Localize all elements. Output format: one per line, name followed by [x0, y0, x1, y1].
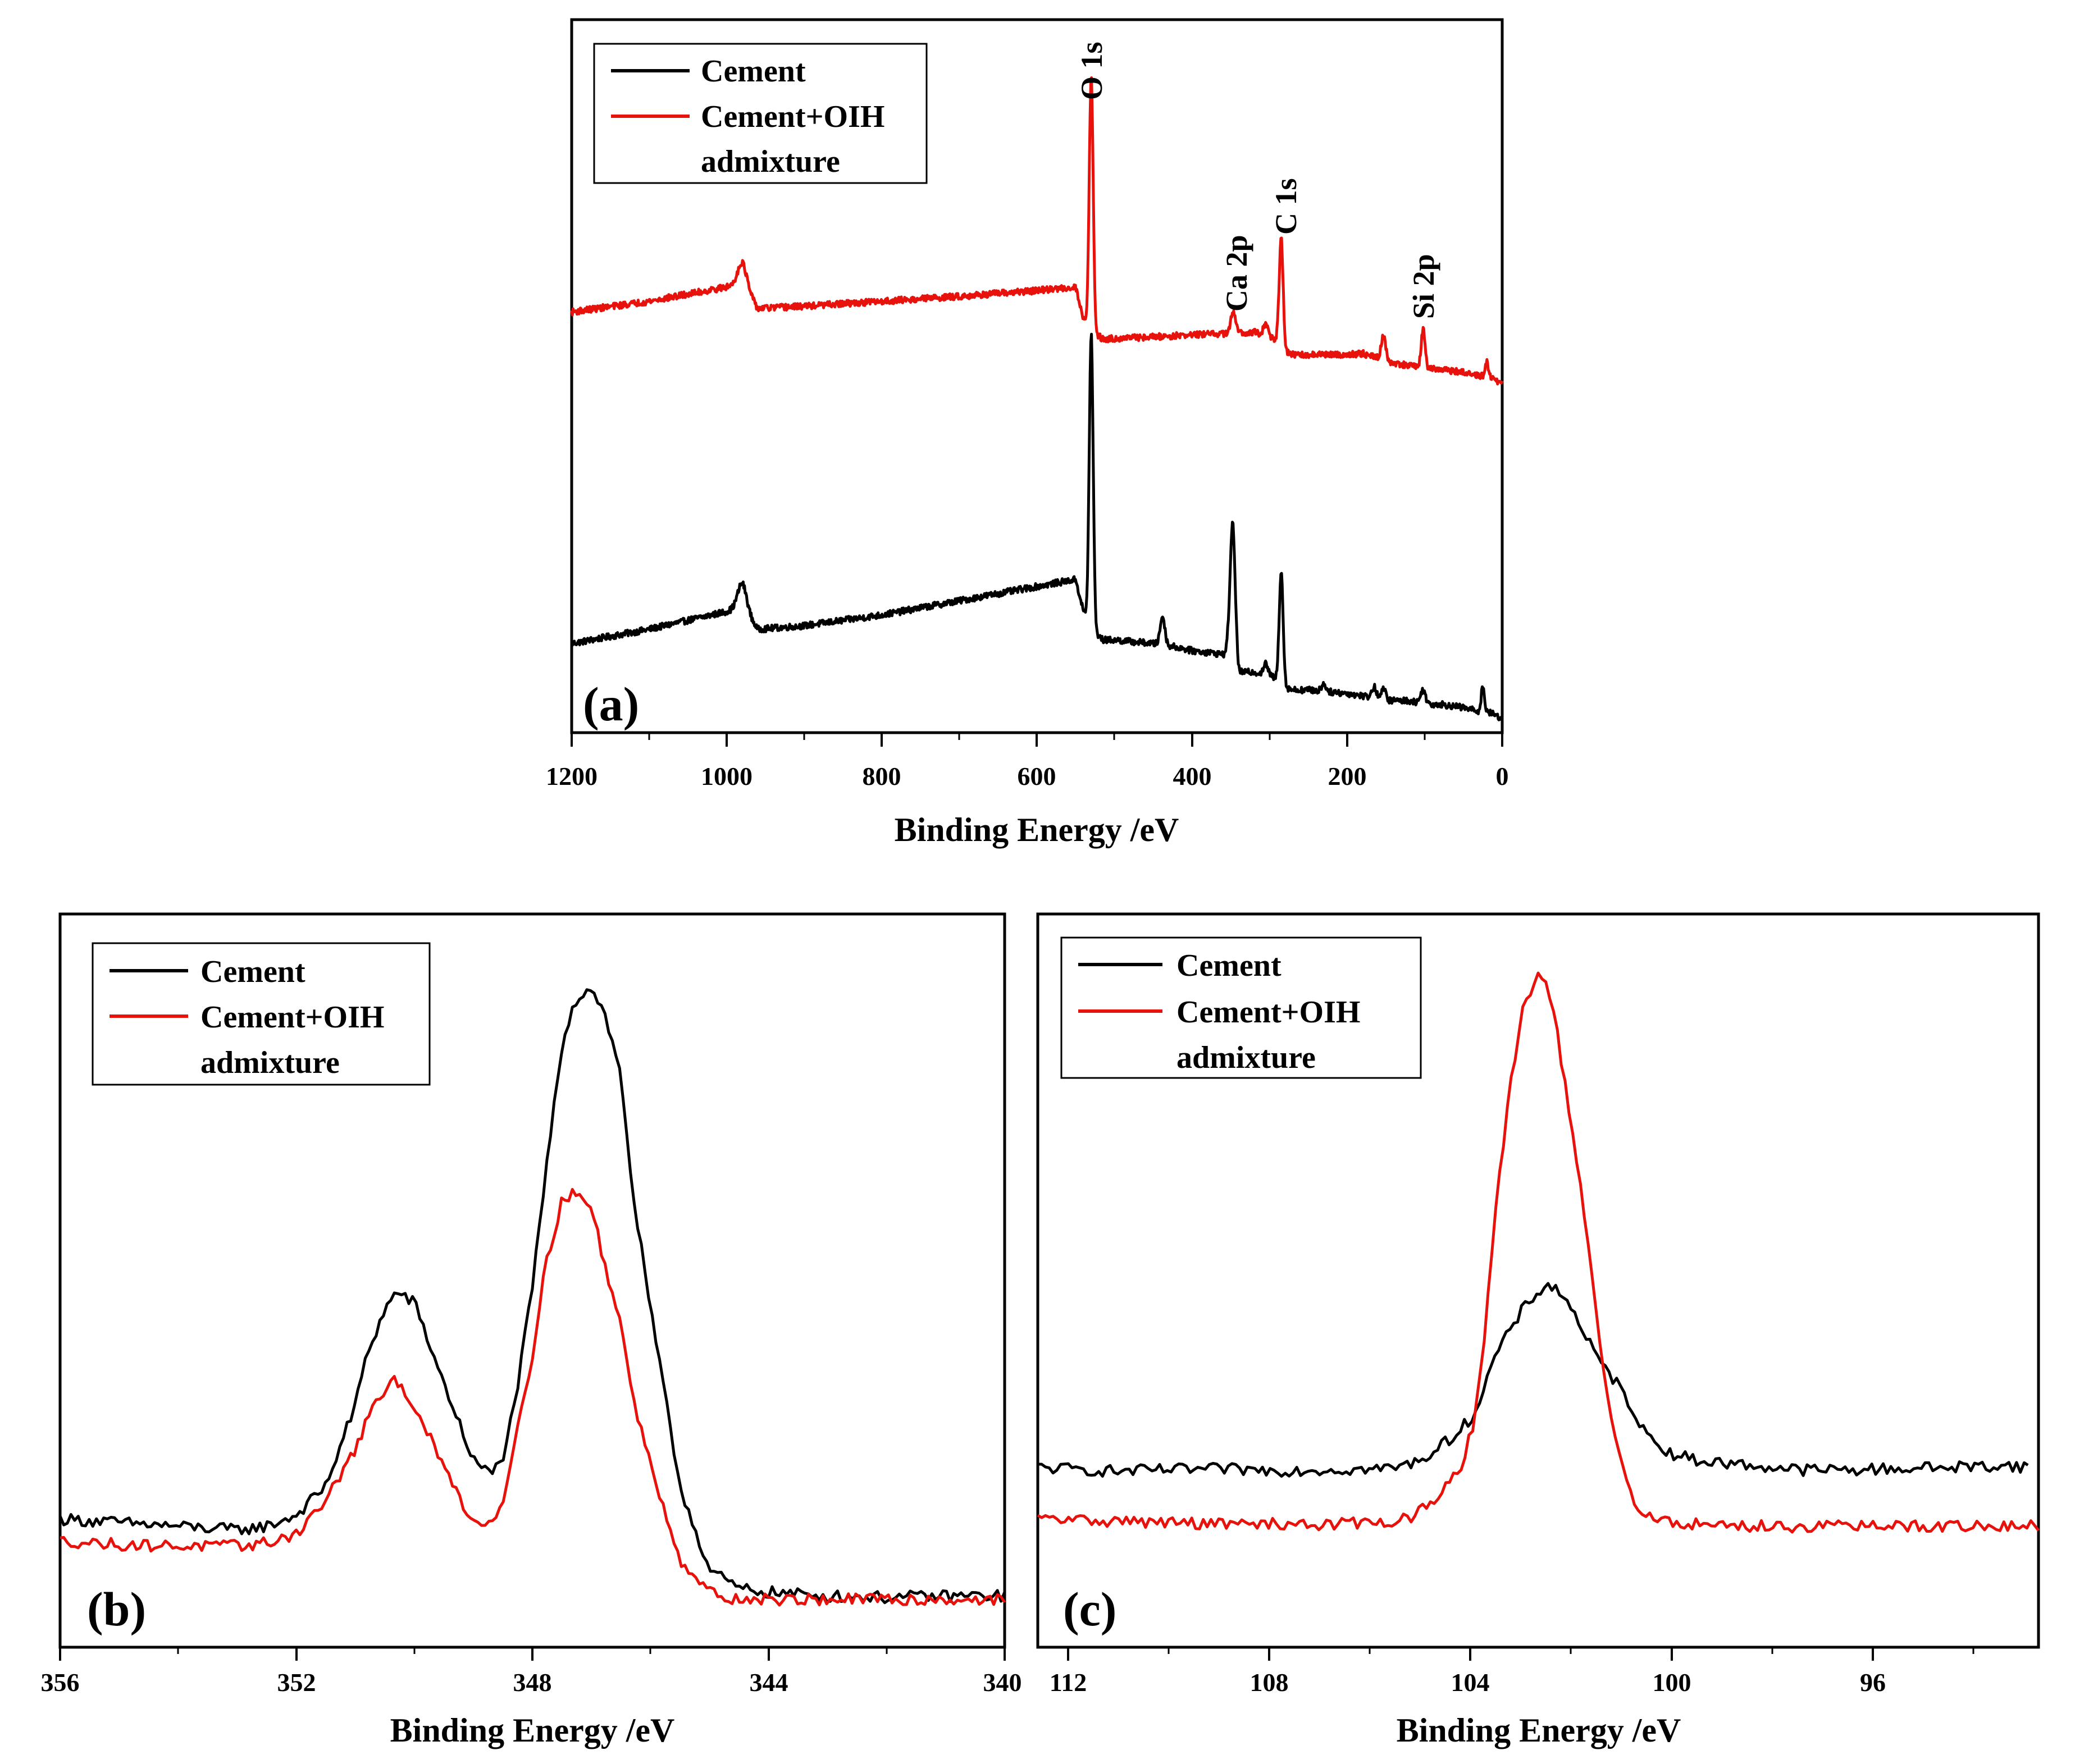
legend-label-admixture: admixture: [1176, 1040, 1316, 1075]
legend-label-admixture: admixture: [200, 1045, 340, 1080]
legend-label-cement-oih: Cement+OIH: [701, 99, 884, 134]
legend-label-cement: Cement: [200, 954, 305, 989]
panel-a-line-cement: [570, 332, 1503, 721]
panel-c-si2p-spectrum: 112 108 104 100 96 Binding Energy /eV Ce…: [1036, 912, 2040, 1749]
panel-a-x-tick-label: 1000: [701, 762, 753, 790]
peak-label-si2p: Si 2p: [1407, 254, 1440, 319]
panel-c-legend-box: [1060, 936, 1422, 1079]
panel-c-x-tick-label: 108: [1250, 1668, 1289, 1697]
panel-a-legend: Cement Cement+OIH admixture: [593, 43, 928, 184]
panel-c-x-tick-label: 104: [1451, 1668, 1490, 1697]
panel-b-x-tick-label: 340: [983, 1668, 1022, 1697]
panel-b-x-tick-label: 352: [277, 1668, 316, 1697]
legend-label-cement-oih: Cement+OIH: [1176, 995, 1360, 1030]
legend-label-cement: Cement: [701, 54, 806, 89]
panel-c-label: (c): [1063, 1582, 1116, 1636]
panel-a-x-axis: 1200 1000 800 600 400 200 0: [546, 733, 1509, 790]
panel-b-x-tick-label: 356: [41, 1668, 80, 1697]
panel-a-x-tick-label: 600: [1018, 762, 1056, 790]
panel-a-survey-spectrum: 1200 1000 800 600 400 200 0 Binding Ener…: [546, 18, 1509, 848]
peak-label-o1s: O 1s: [1075, 42, 1109, 100]
panel-c-frame: [1036, 912, 2040, 1649]
peak-label-c1s: C 1s: [1269, 178, 1303, 235]
panel-c-x-axis: 112 108 104 100 96: [1050, 1647, 1974, 1697]
panel-b-legend: Cement Cement+OIH admixture: [92, 942, 431, 1086]
panel-a-label: (a): [583, 677, 639, 731]
panel-c-x-tick-label: 112: [1050, 1668, 1087, 1697]
panel-a-x-tick-label: 200: [1328, 762, 1367, 790]
panel-a-legend-box: [593, 43, 928, 184]
panel-b-ca2p-spectrum: 356 352 348 344 340 Binding Energy /eV C…: [41, 912, 1022, 1749]
panel-b-label: (b): [87, 1582, 146, 1636]
panel-a-x-tick-label: 400: [1173, 762, 1212, 790]
panel-a-x-axis-title: Binding Energy /eV: [895, 811, 1179, 848]
panel-c-x-tick-label: 96: [1860, 1668, 1886, 1697]
legend-label-cement: Cement: [1176, 948, 1282, 983]
peak-label-ca2p: Ca 2p: [1220, 235, 1253, 312]
panel-b-x-axis-title: Binding Energy /eV: [390, 1712, 675, 1749]
legend-label-cement-oih: Cement+OIH: [200, 1000, 384, 1035]
panel-c-x-tick-label: 100: [1653, 1668, 1691, 1697]
panel-c-legend: Cement Cement+OIH admixture: [1060, 936, 1422, 1079]
panel-b-line-cement-oih: [60, 1188, 1006, 1607]
panel-c-x-axis-title: Binding Energy /eV: [1397, 1712, 1681, 1749]
panel-b-x-tick-label: 344: [750, 1668, 788, 1697]
panel-c-line-cement: [1038, 1282, 2029, 1478]
legend-label-admixture: admixture: [701, 144, 840, 179]
panel-b-x-axis: 356 352 348 344 340: [41, 1647, 1022, 1697]
panel-a-x-tick-label: 800: [863, 762, 901, 790]
panel-c-line-cement-oih: [1037, 971, 2040, 1534]
panel-b-legend-box: [92, 942, 431, 1086]
panel-a-x-tick-label: 0: [1496, 762, 1509, 790]
panel-a-line-cement-oih: [570, 76, 1504, 386]
panel-b-x-tick-label: 348: [513, 1668, 552, 1697]
panel-a-x-tick-label: 1200: [546, 762, 598, 790]
